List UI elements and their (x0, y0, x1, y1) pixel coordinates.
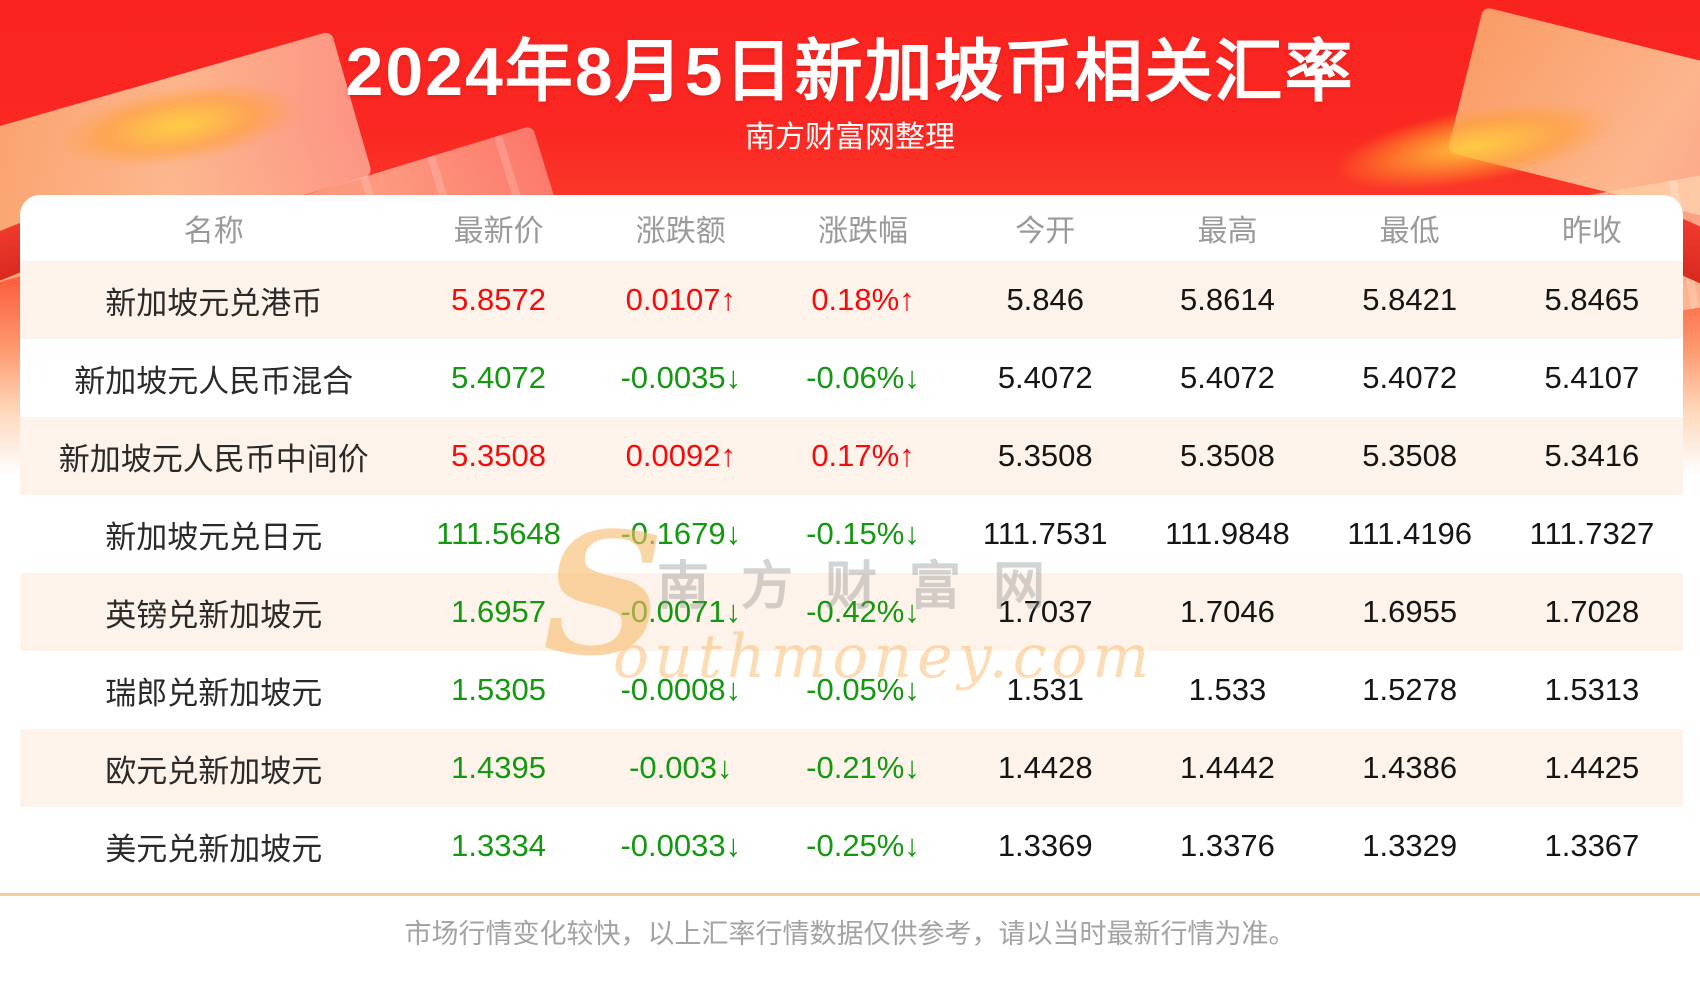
table-row: 瑞郎兑新加坡元 1.5305 -0.0008↓ -0.05%↓ 1.531 1.533 1.… (20, 651, 1683, 729)
cell-open: 1.7037 (997, 594, 1093, 629)
table-row: 新加坡元人民币中间价 5.3508 0.0092↑ 0.17%↑ 5.3508 5.350… (20, 417, 1683, 495)
cell-latest: 5.3508 (451, 438, 546, 473)
cell-name: 美元兑新加坡元 (105, 831, 323, 867)
cell-open: 5.846 (1006, 282, 1085, 317)
cell-open: 111.7531 (982, 516, 1108, 551)
cell-name: 新加坡元兑日元 (105, 519, 323, 555)
cell-change_pct: -0.15%↓ (806, 516, 920, 551)
cell-latest: 1.5305 (451, 672, 546, 707)
column-header: 最新价 (453, 215, 544, 248)
cell-open: 1.3369 (997, 828, 1093, 863)
page-title: 2024年8月5日新加坡币相关汇率 (345, 34, 1355, 110)
cell-prev_close: 5.3416 (1544, 438, 1640, 473)
cell-name: 新加坡元人民币混合 (74, 363, 354, 399)
cell-prev_close: 5.8465 (1544, 282, 1640, 317)
cell-open: 1.531 (1006, 672, 1085, 707)
cell-change: 0.0107↑ (625, 282, 736, 317)
rates-table-body: 新加坡元兑港币 5.8572 0.0107↑ 0.18%↑ 5.846 5.8614 5.8… (20, 261, 1683, 885)
cell-low: 1.4386 (1362, 750, 1458, 785)
cell-open: 5.4072 (997, 360, 1093, 395)
cell-change_pct: 0.17%↑ (811, 438, 915, 473)
column-header: 今开 (1015, 215, 1076, 248)
cell-open: 1.4428 (997, 750, 1093, 785)
footer-divider (0, 893, 1700, 896)
cell-change: -0.0033↓ (620, 828, 742, 863)
cell-change_pct: 0.18%↑ (811, 282, 915, 317)
page-subtitle: 南方财富网整理 (745, 121, 955, 154)
cell-name: 新加坡元兑港币 (105, 285, 323, 321)
cell-latest: 5.8572 (451, 282, 546, 317)
table-row: 新加坡元兑港币 5.8572 0.0107↑ 0.18%↑ 5.846 5.8614 5.8… (20, 261, 1683, 339)
table-row: 欧元兑新加坡元 1.4395 -0.003↓ -0.21%↓ 1.4428 1.4442 1… (20, 729, 1683, 807)
cell-prev_close: 1.3367 (1544, 828, 1640, 863)
cell-prev_close: 5.4107 (1544, 360, 1640, 395)
cell-prev_close: 111.7327 (1529, 516, 1655, 551)
cell-change_pct: -0.25%↓ (806, 828, 920, 863)
cell-name: 新加坡元人民币中间价 (58, 441, 369, 477)
cell-low: 5.4072 (1362, 360, 1458, 395)
cell-low: 1.3329 (1362, 828, 1458, 863)
cell-latest: 111.5648 (436, 516, 561, 551)
cell-change_pct: -0.21%↓ (806, 750, 920, 785)
cell-name: 欧元兑新加坡元 (105, 753, 323, 789)
cell-high: 1.7046 (1180, 594, 1275, 629)
cell-high: 1.533 (1188, 672, 1267, 707)
cell-latest: 1.6957 (451, 594, 546, 629)
cell-name: 英镑兑新加坡元 (105, 597, 323, 633)
table-row: 新加坡元人民币混合 5.4072 -0.0035↓ -0.06%↓ 5.4072 5.40… (20, 339, 1683, 417)
table-row: 新加坡元兑日元 111.5648 -0.1679↓ -0.15%↓ 111.7531 11… (20, 495, 1683, 573)
cell-high: 5.4072 (1180, 360, 1275, 395)
cell-change: -0.1679↓ (620, 516, 742, 551)
cell-low: 1.5278 (1362, 672, 1458, 707)
rates-table-header-row: 名称 最新价 涨跌额 涨跌幅 今开 最高 最低 昨收 (20, 195, 1683, 261)
cell-low: 111.4196 (1347, 516, 1473, 551)
rates-table-panel: 名称 最新价 涨跌额 涨跌幅 今开 最高 最低 昨收 新加坡元兑港币 5.8572 0.0107↑… (20, 195, 1683, 885)
cell-high: 5.8614 (1180, 282, 1275, 317)
cell-prev_close: 1.4425 (1544, 750, 1640, 785)
cell-prev_close: 1.7028 (1544, 594, 1640, 629)
cell-low: 1.6955 (1362, 594, 1458, 629)
cell-open: 5.3508 (997, 438, 1093, 473)
column-header: 最高 (1197, 215, 1258, 248)
footer-disclaimer: 市场行情变化较快，以上汇率行情数据仅供参考，请以当时最新行情为准。 (404, 919, 1296, 949)
cell-change_pct: -0.06%↓ (806, 360, 920, 395)
cell-change: -0.0035↓ (620, 360, 742, 395)
table-row: 英镑兑新加坡元 1.6957 -0.0071↓ -0.42%↓ 1.7037 1.7046… (20, 573, 1683, 651)
rates-table: 名称 最新价 涨跌额 涨跌幅 今开 最高 最低 昨收 新加坡元兑港币 5.8572 0.0107↑… (20, 195, 1683, 885)
cell-high: 111.9848 (1165, 516, 1290, 551)
cell-latest: 1.3334 (451, 828, 546, 863)
cell-change_pct: -0.42%↓ (806, 594, 920, 629)
cell-high: 1.4442 (1180, 750, 1275, 785)
cell-change: 0.0092↑ (625, 438, 736, 473)
column-header: 最低 (1379, 215, 1440, 248)
cell-change_pct: -0.05%↓ (806, 672, 920, 707)
cell-name: 瑞郎兑新加坡元 (105, 675, 323, 711)
cell-latest: 1.4395 (451, 750, 546, 785)
column-header: 涨跌额 (635, 215, 726, 248)
cell-change: -0.0008↓ (620, 672, 742, 707)
cell-high: 5.3508 (1180, 438, 1275, 473)
cell-change: -0.003↓ (629, 750, 733, 785)
column-header: 涨跌幅 (818, 215, 909, 248)
table-row: 美元兑新加坡元 1.3334 -0.0033↓ -0.25%↓ 1.3369 1.3376… (20, 807, 1683, 885)
cell-change: -0.0071↓ (620, 594, 742, 629)
cell-high: 1.3376 (1180, 828, 1275, 863)
column-header: 昨收 (1561, 215, 1622, 248)
cell-prev_close: 1.5313 (1544, 672, 1640, 707)
cell-low: 5.3508 (1362, 438, 1458, 473)
cell-low: 5.8421 (1362, 282, 1458, 317)
cell-latest: 5.4072 (451, 360, 546, 395)
column-header: 名称 (183, 215, 244, 248)
